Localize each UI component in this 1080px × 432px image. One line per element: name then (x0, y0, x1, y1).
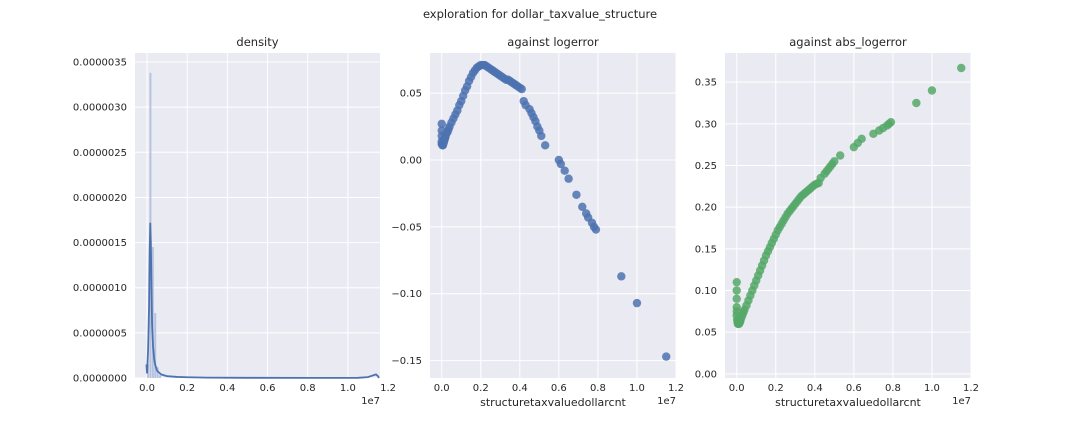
subplot-title: against logerror (507, 35, 599, 49)
x-offset-text: 1e7 (952, 396, 971, 407)
x-tick-label: 0.2 (768, 383, 784, 394)
y-tick-label: 0.00 (400, 155, 422, 166)
scatter-point (857, 134, 866, 144)
figure-suptitle: exploration for dollar_taxvalue_structur… (423, 7, 657, 21)
scatter-point (632, 298, 642, 308)
x-tick-label: 0.8 (590, 383, 606, 394)
y-tick-label: 0.0000005 (73, 328, 127, 339)
x-tick-label: 1.0 (629, 383, 645, 394)
plot-area (135, 53, 380, 378)
scatter-point (830, 157, 839, 166)
scatter-point (517, 84, 526, 94)
x-tick-label: 0.0 (729, 383, 745, 394)
y-tick-label: 0.15 (695, 244, 717, 255)
x-axis-label: structuretaxvaluedollarcnt (775, 396, 921, 409)
scatter-point (617, 272, 626, 281)
scatter-point (556, 159, 566, 169)
x-tick-label: 1.2 (963, 383, 979, 394)
x-offset-text: 1e7 (361, 396, 380, 407)
scatter-point (835, 151, 845, 160)
scatter-point (912, 98, 921, 108)
kde-line (145, 222, 380, 379)
hist-bar (151, 247, 154, 378)
y-tick-label: 0.0000035 (73, 58, 127, 69)
scatter-point (957, 63, 966, 73)
y-tick-label: 0.0000020 (73, 193, 127, 204)
x-tick-label: 0.4 (219, 383, 235, 394)
x-tick-label: 0.6 (551, 383, 567, 394)
x-tick-label: 0.2 (179, 383, 195, 394)
scatter-point (662, 352, 671, 361)
y-tick-label: 0.20 (695, 203, 717, 214)
scatter-point (732, 277, 741, 287)
y-tick-label: 0.00 (695, 369, 717, 380)
x-offset-text: 1e7 (657, 396, 676, 407)
x-tick-label: 0.6 (846, 383, 862, 394)
abs-logerror-panel: 0.0 0.2 0.4 0.6 0.8 1.0 1.2 0.00 0.05 0.10 0.15 0.2… (695, 35, 979, 409)
y-tick-label: −0.15 (391, 356, 422, 367)
scatter-point (560, 166, 569, 175)
hist-bar (159, 375, 162, 378)
scatter-point (591, 225, 601, 234)
hist-bar (154, 313, 157, 378)
scatter-point (886, 117, 896, 127)
y-tick-label: 0.0000010 (73, 283, 127, 294)
y-tick-label: 0.0000000 (73, 374, 127, 385)
y-tick-label: 0.35 (695, 78, 717, 89)
scatter-point (540, 141, 550, 150)
y-tick-label: 0.0000025 (73, 148, 127, 159)
logerror-panel: 0.0 0.2 0.4 0.6 0.8 1.0 1.2 −0.15 −0.10 −0.05 0.00… (391, 35, 684, 409)
y-tick-label: 0.0000030 (73, 103, 127, 114)
y-tick-label: 0.30 (695, 119, 717, 130)
subplot-title: density (236, 35, 278, 49)
scatter-point (732, 294, 741, 304)
x-tick-label: 0.0 (434, 383, 450, 394)
x-tick-label: 0.0 (139, 383, 155, 394)
density-panel: 0.0 0.2 0.4 0.6 0.8 1.0 1.2 0.0000000 0.0000005 0… (73, 35, 396, 407)
x-tick-label: 1.2 (668, 383, 684, 394)
scatter-point (437, 119, 446, 129)
scatter-point (537, 131, 546, 141)
scatter-point (572, 190, 581, 199)
y-tick-label: −0.05 (391, 222, 422, 233)
plot-area (430, 53, 676, 378)
scatter-point (927, 86, 937, 95)
x-tick-label: 0.4 (512, 383, 528, 394)
y-tick-label: 0.05 (400, 89, 422, 100)
x-tick-label: 0.6 (260, 383, 276, 394)
hist-bar (156, 367, 159, 378)
x-tick-label: 1.0 (340, 383, 356, 394)
plot-area (725, 53, 971, 378)
scatter-point (578, 202, 587, 212)
y-tick-label: −0.10 (391, 289, 422, 300)
subplot-title: against abs_logerror (789, 35, 907, 49)
x-tick-label: 1.0 (924, 383, 940, 394)
y-tick-label: 0.0000015 (73, 238, 127, 249)
x-tick-label: 0.8 (300, 383, 316, 394)
y-tick-label: 0.25 (695, 161, 717, 172)
scatter-point (564, 174, 573, 183)
x-axis-label: structuretaxvaluedollarcnt (480, 396, 626, 409)
x-tick-label: 0.8 (885, 383, 901, 394)
y-tick-label: 0.10 (695, 286, 717, 297)
scatter-point (732, 286, 741, 295)
x-tick-label: 0.4 (807, 383, 823, 394)
y-tick-label: 0.05 (695, 328, 717, 339)
x-tick-label: 0.2 (473, 383, 489, 394)
x-tick-label: 1.2 (380, 383, 396, 394)
